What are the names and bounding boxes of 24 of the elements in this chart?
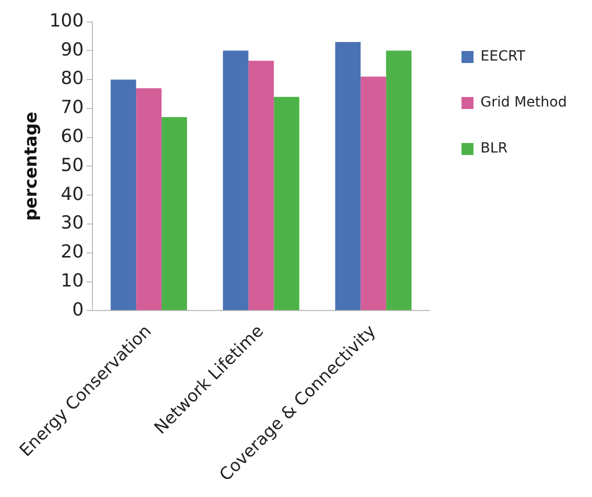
y-tick-label: 100 [49, 10, 84, 32]
y-tick-label: 50 [60, 154, 84, 176]
y-tick-label: 40 [60, 184, 84, 205]
legend-label: BLR [480, 140, 508, 157]
y-tick-label: 0 [72, 299, 84, 320]
bar [248, 60, 274, 310]
bar [360, 76, 386, 310]
bar [335, 42, 361, 310]
bar [110, 80, 136, 310]
y-tick-label: 10 [60, 270, 84, 292]
bar [274, 96, 300, 310]
legend-label: EECRT [480, 48, 526, 65]
y-tick-label: 30 [60, 212, 84, 234]
y-tick-label: 80 [60, 68, 84, 90]
y-tick-label: 60 [60, 126, 84, 148]
y-tick-label: 90 [60, 39, 84, 60]
y-tick-label: 70 [60, 97, 84, 118]
y-tick-label: 20 [60, 242, 84, 263]
bar [136, 88, 162, 310]
bar [162, 117, 188, 310]
legend-label: Grid Method [480, 94, 567, 111]
y-axis-title: percentage [22, 112, 42, 221]
bar [222, 50, 248, 310]
bar [386, 50, 412, 310]
